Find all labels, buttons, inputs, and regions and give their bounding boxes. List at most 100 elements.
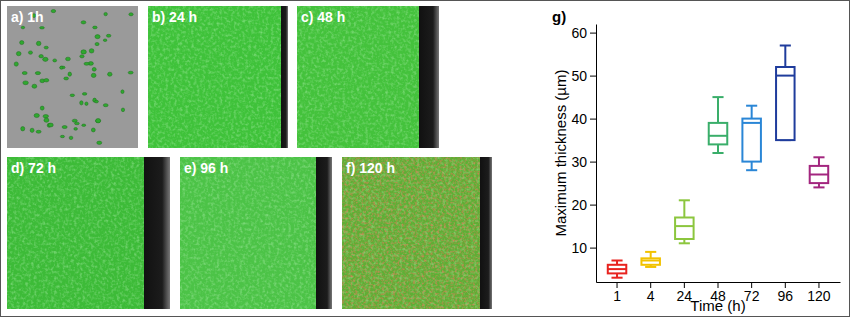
cell (35, 72, 40, 75)
median (675, 225, 694, 227)
cell (121, 108, 124, 112)
cell (16, 52, 21, 56)
median (742, 122, 761, 124)
median (608, 268, 627, 270)
x-tick: 120 (807, 282, 831, 304)
image-background (297, 6, 439, 148)
cell (82, 93, 87, 96)
x-tick-label: 4 (647, 288, 655, 304)
whisker-cap-max (746, 105, 757, 107)
image (7, 6, 138, 148)
whisker-cap-min (712, 152, 723, 154)
cell (40, 27, 45, 29)
box (675, 200, 694, 243)
y-tick: 10 (571, 240, 596, 256)
cell (91, 73, 96, 77)
cell (80, 101, 83, 105)
y-tick: 60 (571, 25, 596, 41)
cell (23, 81, 29, 85)
y-tick-label: 40 (571, 111, 587, 127)
upper-whisker (818, 157, 820, 166)
cell (43, 115, 49, 118)
cell (21, 26, 24, 29)
y-tick-mark (590, 76, 596, 77)
cell (104, 12, 108, 15)
cell (70, 94, 75, 97)
upper-whisker (784, 46, 786, 68)
cell (40, 106, 44, 110)
cell (44, 118, 49, 122)
box (709, 97, 728, 153)
image-texture (342, 157, 492, 309)
cell (95, 100, 99, 103)
median (641, 260, 660, 262)
y-tick-label: 30 (571, 154, 587, 170)
image-background (7, 6, 138, 148)
cell (74, 122, 79, 125)
y-tick-mark (590, 162, 596, 163)
x-tick: 72 (744, 282, 760, 304)
image (180, 157, 332, 309)
x-tick-label: 120 (807, 288, 831, 304)
cell (20, 41, 24, 45)
box-body (810, 166, 829, 183)
cell (21, 127, 25, 131)
cell (60, 135, 64, 137)
x-tick-label: 1 (613, 288, 621, 304)
whisker-cap-max (679, 199, 690, 201)
panel-label: c) 48 h (301, 9, 345, 25)
box-body (608, 265, 627, 274)
cell (81, 21, 86, 24)
upper-whisker (751, 106, 753, 119)
y-axis: 102030405060 (571, 25, 596, 283)
y-axis-line (596, 25, 597, 283)
cell (64, 77, 69, 80)
whisker-cap-max (780, 45, 791, 47)
x-tick-label: 96 (778, 288, 794, 304)
y-tick-label: 60 (571, 25, 587, 41)
cell (43, 57, 48, 61)
cell (66, 57, 71, 61)
panel-label: b) 24 h (152, 9, 197, 25)
image-panel: d) 72 h (7, 157, 170, 309)
lower-whisker (751, 162, 753, 171)
panel-label: e) 96 h (184, 160, 228, 176)
image-edge (144, 157, 170, 309)
cell (121, 90, 124, 94)
cell (96, 119, 101, 123)
cell (69, 136, 73, 139)
cell (68, 72, 72, 76)
image-background (148, 6, 288, 148)
cell (95, 35, 100, 39)
image-panel: c) 48 h (297, 6, 439, 148)
cell (82, 124, 86, 126)
cell (44, 79, 49, 82)
box-body (641, 258, 660, 264)
cell (62, 126, 67, 129)
cell (60, 66, 65, 69)
whisker-cap-min (746, 169, 757, 171)
cell (103, 39, 107, 42)
image-panel: a) 1h (7, 6, 138, 148)
image-edge (316, 157, 332, 309)
cell (28, 51, 32, 54)
panel-label: f) 120 h (346, 160, 395, 176)
box-body (675, 218, 694, 240)
whisker-cap-min (679, 242, 690, 244)
x-tick: 1 (613, 282, 621, 304)
cell (128, 71, 133, 74)
box (608, 261, 627, 278)
image-texture (297, 6, 439, 148)
median (776, 75, 795, 77)
cell (51, 9, 56, 12)
cell (80, 55, 84, 58)
whisker-cap-max (611, 260, 622, 262)
cell (84, 62, 89, 65)
whisker-cap-max (645, 251, 656, 253)
image (148, 6, 288, 148)
box-plot: g)1020304050601424487296120Maximum thick… (552, 8, 841, 314)
whisker-cap-min (813, 186, 824, 188)
cell (36, 130, 41, 133)
cell (32, 84, 37, 88)
image-texture (148, 6, 288, 148)
